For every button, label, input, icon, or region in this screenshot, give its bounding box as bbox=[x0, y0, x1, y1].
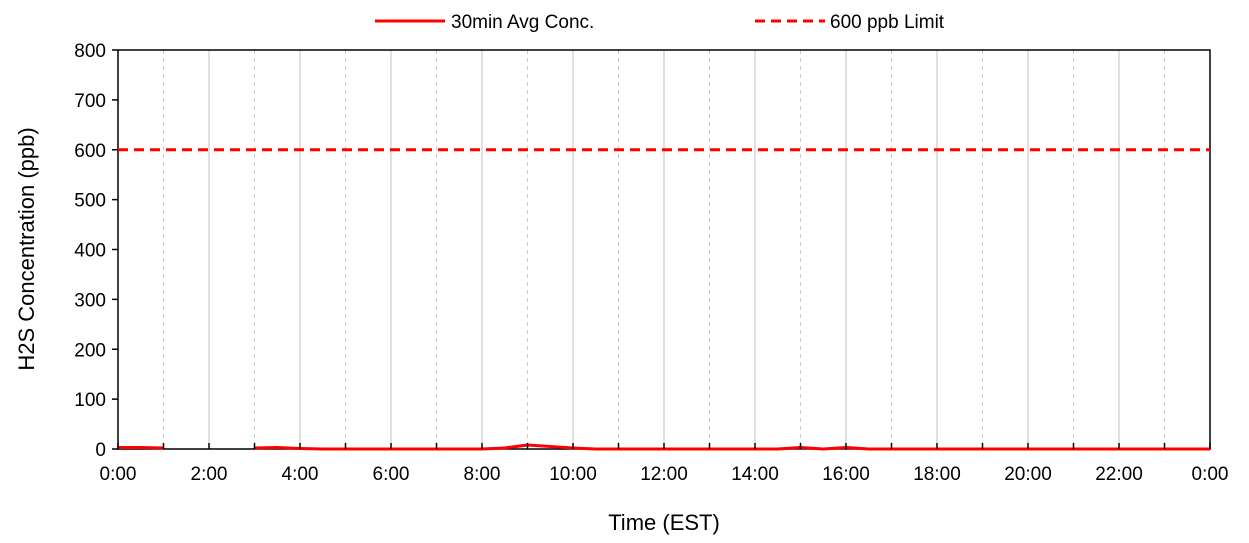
legend-label-limit: 600 ppb Limit bbox=[830, 12, 945, 33]
x-tick-label: 12:00 bbox=[640, 464, 688, 485]
y-tick-label: 600 bbox=[74, 141, 106, 162]
y-tick-label: 700 bbox=[74, 91, 106, 112]
series-line-30min-avg bbox=[118, 443, 1210, 451]
y-tick-label: 0 bbox=[95, 440, 106, 461]
x-tick-label: 6:00 bbox=[373, 464, 410, 485]
x-tick-label: 8:00 bbox=[464, 464, 501, 485]
x-axis-title: Time (EST) bbox=[608, 510, 720, 535]
x-tick-label: 2:00 bbox=[191, 464, 228, 485]
x-tick-label: 20:00 bbox=[1004, 464, 1052, 485]
grid-lines bbox=[163, 50, 1165, 449]
y-tick-label: 400 bbox=[74, 241, 106, 262]
y-tick-label: 100 bbox=[74, 390, 106, 411]
series-layer bbox=[118, 148, 1210, 451]
y-tick-label: 500 bbox=[74, 191, 106, 212]
x-tick-label: 22:00 bbox=[1095, 464, 1143, 485]
x-tick-label: 14:00 bbox=[731, 464, 779, 485]
x-tick-label: 4:00 bbox=[282, 464, 319, 485]
x-tick-label: 0:00 bbox=[1192, 464, 1229, 485]
x-tick-label: 10:00 bbox=[549, 464, 597, 485]
y-tick-label: 200 bbox=[74, 340, 106, 361]
y-tick-label: 800 bbox=[74, 41, 106, 62]
x-axis-ticks: 0:00 2:00 4:00 6:00 8:00 10:00 12:00 14:00 16:00… bbox=[100, 443, 1229, 485]
legend: 30min Avg Conc. 600 ppb Limit bbox=[375, 12, 945, 33]
x-tick-label: 18:00 bbox=[913, 464, 961, 485]
y-axis-ticks: 0 100 200 300 400 500 600 700 800 bbox=[74, 41, 118, 461]
x-tick-label: 0:00 bbox=[100, 464, 137, 485]
legend-label-avg: 30min Avg Conc. bbox=[451, 12, 594, 33]
x-tick-label: 16:00 bbox=[822, 464, 870, 485]
y-tick-label: 300 bbox=[74, 290, 106, 311]
y-axis-title: H2S Concentration (ppb) bbox=[14, 127, 39, 370]
